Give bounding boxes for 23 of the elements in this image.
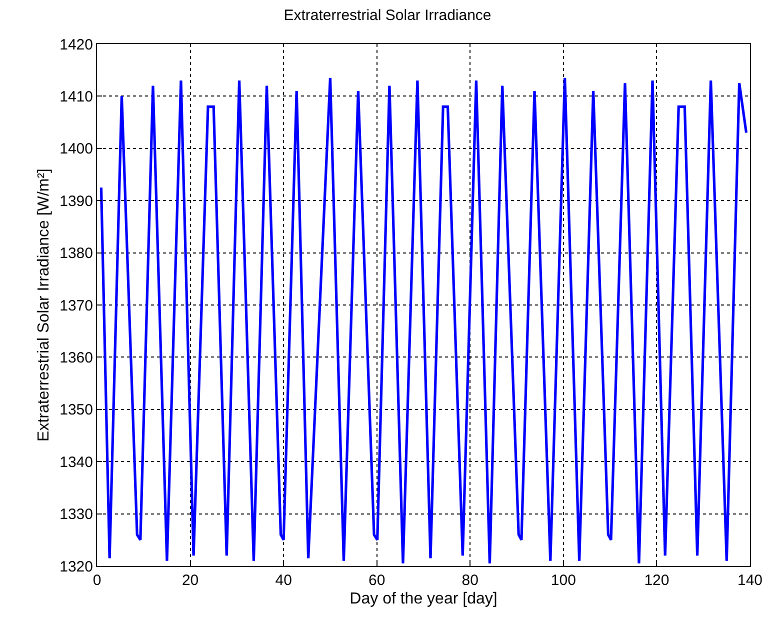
x-axis-title: Day of the year [day] xyxy=(350,590,498,608)
x-tick-label: 80 xyxy=(462,572,478,589)
x-tick-label: 0 xyxy=(92,572,102,589)
y-tick-label: 1360 xyxy=(60,349,93,366)
x-tick-label: 100 xyxy=(550,572,576,589)
y-tick-label: 1370 xyxy=(60,297,93,314)
y-tick-label: 1330 xyxy=(60,506,93,524)
y-tick-label: 1410 xyxy=(60,88,93,106)
x-tick-label: 60 xyxy=(368,572,386,589)
y-tick-label: 1320 xyxy=(60,558,93,576)
x-tick-label: 40 xyxy=(275,572,292,589)
y-tick-label: 1350 xyxy=(60,402,93,419)
y-tick-label: 1380 xyxy=(60,245,93,262)
y-tick-label: 1390 xyxy=(60,192,93,210)
x-tick-label: 120 xyxy=(644,572,670,589)
line-series xyxy=(100,76,748,565)
y-tick-label: 1400 xyxy=(60,140,93,158)
y-tick-label: 1340 xyxy=(60,454,93,471)
y-axis-title: Extraterrestrial Solar Irradiance [W/m²] xyxy=(36,168,53,442)
chart-title: Extraterrestrial Solar Irradiance xyxy=(284,6,492,24)
x-tick-label: 20 xyxy=(182,572,199,589)
y-tick-label: 1420 xyxy=(60,36,93,54)
x-tick-label: 140 xyxy=(737,572,763,589)
